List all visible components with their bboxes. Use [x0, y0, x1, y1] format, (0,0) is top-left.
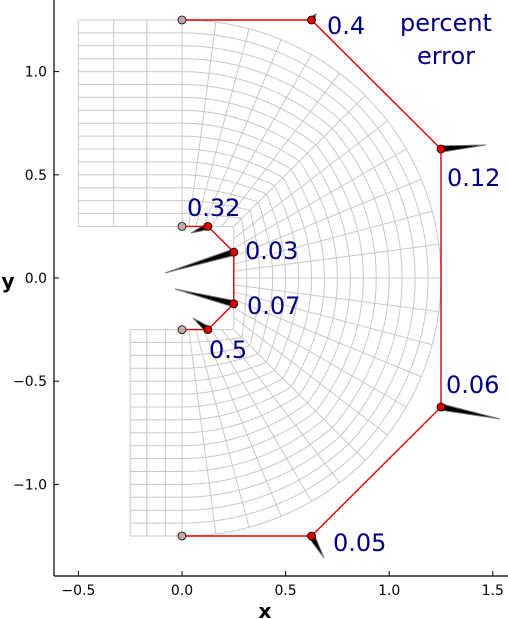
y-tick-label: −1.0 [13, 477, 47, 493]
fixed-control-point [177, 531, 187, 541]
mesh-spoke [233, 284, 439, 313]
mesh-spoke [233, 307, 407, 408]
legend-line-2: error [417, 42, 475, 70]
control-point [203, 221, 213, 231]
control-point [307, 531, 316, 541]
error-arrow [174, 288, 236, 308]
error-label: 0.03 [245, 237, 298, 265]
ticks: −0.5 0.0 0.5 1.0 1.5 1.0 0.5 0.0 −0.5 −1.0 [13, 65, 504, 599]
error-arrow [439, 403, 501, 420]
mesh-spoke [188, 329, 217, 534]
control-point [229, 299, 239, 309]
x-tick-label: 1.0 [378, 583, 400, 599]
error-label: 0.5 [209, 336, 247, 364]
inner-control-polygon [182, 225, 235, 331]
control-point [203, 325, 213, 335]
mesh-spoke [202, 39, 282, 227]
mesh-spoke [233, 148, 407, 249]
mesh-spoke [211, 329, 312, 502]
mesh-spoke [195, 329, 250, 528]
error-arrow [164, 248, 236, 274]
mesh-spoke [233, 178, 422, 258]
control-point [436, 144, 446, 154]
fixed-control-point [177, 325, 187, 335]
mesh-spoke [233, 95, 366, 227]
y-tick-label: 0.5 [25, 168, 47, 184]
mesh-spoke [233, 298, 422, 378]
y-tick-label: 0.0 [25, 271, 47, 287]
mesh-spoke [233, 210, 433, 265]
y-tick-label: 1.0 [25, 65, 47, 81]
mesh-spoke [195, 28, 250, 227]
error-label: 0.32 [187, 194, 240, 222]
mesh-spoke [233, 329, 366, 461]
error-label: 0.05 [333, 529, 386, 557]
x-axis-label: x [259, 599, 272, 619]
mesh-spoke [221, 73, 341, 227]
axes [53, 0, 508, 577]
mesh-spoke [233, 291, 433, 346]
mesh-spoke [188, 22, 217, 227]
outer-control-polygon [182, 19, 442, 537]
control-point [436, 402, 446, 412]
error-label: 0.12 [447, 164, 500, 192]
error-arrows [164, 12, 501, 559]
mesh-spoke [233, 317, 388, 436]
mesh-spoke [233, 120, 388, 239]
fixed-control-point [177, 15, 187, 25]
error-arrow [440, 144, 487, 153]
y-tick-label: −0.5 [13, 374, 47, 390]
legend-line-1: percent [400, 9, 492, 37]
mesh-spoke [221, 329, 341, 483]
y-axis-label: y [1, 269, 14, 293]
control-points [177, 15, 446, 541]
mesh-spoke [211, 54, 312, 227]
error-label: 0.07 [247, 292, 300, 320]
error-label: 0.06 [446, 371, 499, 399]
mesh-arc [182, 225, 235, 331]
error-labels: 0.4 0.12 0.06 0.05 0.320.03 0.070.5 [187, 12, 500, 557]
control-point [307, 15, 316, 25]
legend: percent error [400, 9, 492, 70]
x-tick-label: 0.5 [274, 583, 296, 599]
control-point [229, 247, 239, 257]
x-tick-label: 1.5 [482, 583, 504, 599]
mesh-spoke [233, 243, 439, 272]
mesh-grid [77, 19, 442, 537]
error-label: 0.4 [327, 12, 365, 40]
x-tick-label: 0.0 [171, 583, 193, 599]
x-tick-label: −0.5 [61, 583, 95, 599]
fixed-control-point [177, 221, 187, 231]
mesh-spoke [202, 329, 282, 517]
